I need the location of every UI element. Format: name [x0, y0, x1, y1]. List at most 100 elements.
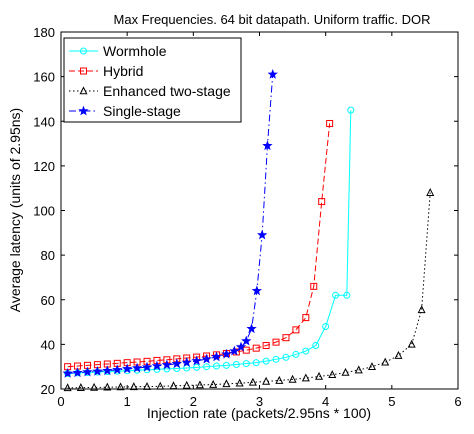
data-point	[62, 367, 73, 378]
data-point	[341, 367, 350, 376]
data-point	[262, 376, 271, 385]
data-point	[143, 381, 152, 390]
data-point	[241, 335, 252, 346]
data-point	[183, 364, 191, 372]
data-point	[310, 282, 318, 290]
data-point	[332, 291, 340, 299]
data-point	[252, 344, 260, 352]
x-tick-label: 5	[388, 394, 395, 409]
legend-item: Enhanced two-stage	[69, 83, 231, 99]
data-point	[193, 363, 201, 371]
data-point	[242, 360, 250, 368]
data-point	[76, 383, 85, 391]
x-axis-label: Injection rate (packets/2.95ns * 100)	[147, 405, 371, 421]
data-point	[292, 326, 300, 334]
x-tick-label: 6	[454, 394, 461, 409]
data-point	[92, 365, 103, 376]
x-tick-label: 2	[190, 394, 197, 409]
data-point	[156, 381, 165, 390]
y-tick-label: 100	[33, 204, 55, 219]
data-point	[103, 382, 112, 391]
legend-label: Single-stage	[103, 103, 181, 119]
data-point	[222, 379, 231, 388]
legend-marker	[78, 105, 89, 116]
y-axis-label: Average latency (units of 2.95ns)	[7, 108, 23, 312]
y-tick-label: 80	[41, 248, 55, 263]
y-tick-label: 40	[41, 337, 55, 352]
data-point	[122, 363, 133, 374]
series-star	[62, 68, 278, 378]
y-tick-label: 180	[33, 25, 55, 40]
y-tick-label: 140	[33, 114, 55, 129]
data-point	[82, 366, 93, 377]
data-point	[90, 382, 99, 391]
legend-label: Wormhole	[103, 43, 167, 59]
y-tick-label: 20	[41, 382, 55, 397]
series-line	[67, 123, 331, 368]
legend-marker	[79, 86, 88, 95]
chart-title: Max Frequencies. 64 bit datapath. Unifor…	[114, 12, 431, 27]
x-tick-label: 0	[57, 394, 64, 409]
data-point	[203, 363, 211, 371]
data-point	[292, 350, 300, 358]
data-point	[262, 357, 270, 365]
series-line	[67, 192, 431, 389]
data-point	[318, 198, 326, 206]
data-point	[182, 380, 191, 389]
x-tick-label: 4	[322, 394, 329, 409]
data-point	[235, 378, 244, 387]
data-point	[169, 381, 178, 390]
data-point	[201, 353, 212, 364]
data-point	[315, 371, 324, 380]
y-tick-label: 120	[33, 159, 55, 174]
data-point	[302, 314, 310, 322]
data-point	[417, 305, 426, 314]
data-point	[272, 355, 280, 363]
data-point	[141, 361, 153, 372]
legend-box	[63, 37, 242, 123]
data-point	[246, 323, 257, 334]
data-point	[426, 188, 435, 196]
series-triangle	[63, 188, 435, 392]
data-point	[252, 359, 260, 367]
data-point	[235, 341, 247, 352]
legend: Wormhole Hybrid Enhanced two-stage Single-s…	[63, 37, 242, 123]
data-point	[221, 348, 232, 359]
data-point	[129, 382, 138, 391]
data-point	[181, 357, 192, 367]
data-point	[222, 361, 230, 369]
data-point	[116, 382, 125, 391]
data-point	[267, 68, 278, 79]
data-point	[191, 355, 202, 366]
legend-label: Hybrid	[103, 63, 143, 79]
data-point	[161, 359, 173, 370]
data-point	[381, 357, 390, 366]
legend-marker	[80, 67, 87, 75]
data-point	[328, 370, 337, 379]
data-point	[257, 229, 268, 240]
data-point	[131, 362, 143, 373]
data-point	[282, 353, 290, 361]
legend-label: Enhanced two-stage	[103, 83, 231, 99]
y-tick-label: 60	[41, 293, 55, 308]
data-point	[347, 106, 355, 114]
data-point	[275, 375, 284, 384]
data-point	[326, 119, 334, 127]
data-point	[195, 380, 204, 389]
data-point	[63, 383, 72, 392]
x-tick-label: 3	[256, 394, 263, 409]
data-point	[301, 373, 310, 382]
y-tick-label: 160	[33, 70, 55, 85]
data-point	[262, 140, 273, 151]
data-point	[232, 360, 240, 368]
data-point	[212, 362, 220, 370]
data-point	[151, 360, 163, 371]
data-point	[322, 323, 330, 331]
data-point	[343, 291, 351, 299]
data-point	[367, 362, 376, 370]
data-point	[72, 367, 83, 378]
data-point	[171, 358, 182, 369]
data-point	[112, 364, 123, 375]
data-point	[229, 345, 240, 356]
